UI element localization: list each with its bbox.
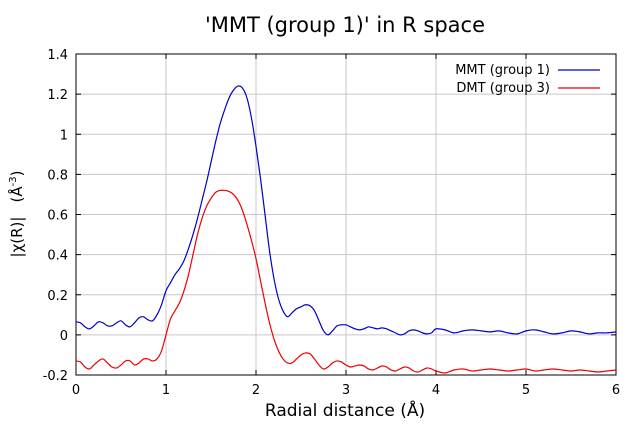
axis-ticks <box>75 53 617 376</box>
y-axis-label-exponent: -3 <box>8 176 19 186</box>
x-tick-label: 0 <box>72 383 80 398</box>
grid-lines <box>76 54 616 375</box>
y-tick-label: 0.2 <box>47 289 68 304</box>
x-tick-label: 5 <box>522 383 530 398</box>
y-axis-label-close: ) <box>8 171 26 177</box>
y-tick-label: 0 <box>60 329 68 344</box>
y-tick-labels: -0.2 0 0.2 0.4 0.6 0.8 1 1.2 1.4 <box>43 48 68 384</box>
x-tick-label: 2 <box>252 383 260 398</box>
y-tick-label: 1.4 <box>47 48 68 63</box>
series-lines <box>75 85 617 374</box>
y-tick-label: 1.2 <box>47 88 68 103</box>
y-axis-label: |χ(R)| (Å-3) <box>7 171 26 258</box>
x-axis-label: Radial distance (Å) <box>265 399 425 421</box>
y-tick-label: 0.6 <box>47 209 68 224</box>
x-tick-label: 6 <box>612 383 620 398</box>
y-tick-label: 0.8 <box>47 168 68 183</box>
series-line-mmt <box>75 85 617 336</box>
chart-title: 'MMT (group 1)' in R space <box>205 13 485 37</box>
legend-label-dmt: DMT (group 3) <box>456 81 550 96</box>
x-tick-label: 1 <box>162 383 170 398</box>
y-axis-label-main: |χ(R)| <box>8 217 26 258</box>
y-axis-label-unit: (Å <box>7 186 26 203</box>
series-line-dmt <box>75 189 617 374</box>
legend-label-mmt: MMT (group 1) <box>455 63 550 78</box>
y-tick-label: 0.4 <box>47 249 68 264</box>
x-tick-label: 3 <box>342 383 350 398</box>
x-tick-label: 4 <box>432 383 440 398</box>
legend: MMT (group 1) DMT (group 3) <box>455 63 600 96</box>
x-tick-labels: 0 1 2 3 4 5 6 <box>72 383 620 398</box>
y-tick-label: -0.2 <box>43 369 68 384</box>
y-tick-label: 1 <box>60 128 68 143</box>
